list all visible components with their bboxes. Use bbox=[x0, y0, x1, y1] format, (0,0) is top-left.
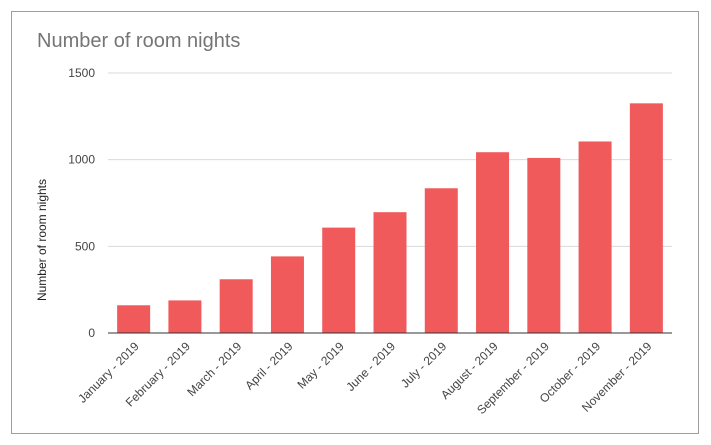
bar-3 bbox=[219, 279, 253, 333]
bar-4 bbox=[270, 256, 304, 333]
bars bbox=[117, 103, 663, 333]
bar-7 bbox=[424, 188, 458, 333]
bar-5 bbox=[322, 227, 356, 333]
x-tick-label: April - 2019 bbox=[242, 339, 296, 393]
x-tick-label: July - 2019 bbox=[398, 339, 450, 391]
x-tick-label: May - 2019 bbox=[295, 339, 348, 392]
y-tick-label: 500 bbox=[75, 239, 95, 253]
y-tick-label: 1000 bbox=[68, 153, 95, 167]
bar-8 bbox=[476, 152, 510, 333]
x-tick-label: June - 2019 bbox=[343, 339, 398, 394]
bar-11 bbox=[629, 103, 663, 333]
chart-title: Number of room nights bbox=[37, 30, 241, 52]
bar-2 bbox=[168, 300, 202, 333]
bar-9 bbox=[527, 157, 561, 333]
bar-6 bbox=[373, 212, 407, 333]
y-tick-label: 1500 bbox=[68, 66, 95, 80]
y-tick-label: 0 bbox=[88, 326, 95, 340]
bar-10 bbox=[578, 141, 612, 333]
y-axis-label: Number of room nights bbox=[35, 179, 49, 301]
bar-1 bbox=[117, 305, 151, 333]
y-tick-labels: 0 500 1000 1500 bbox=[68, 66, 95, 340]
x-tick-label: March - 2019 bbox=[184, 339, 244, 399]
